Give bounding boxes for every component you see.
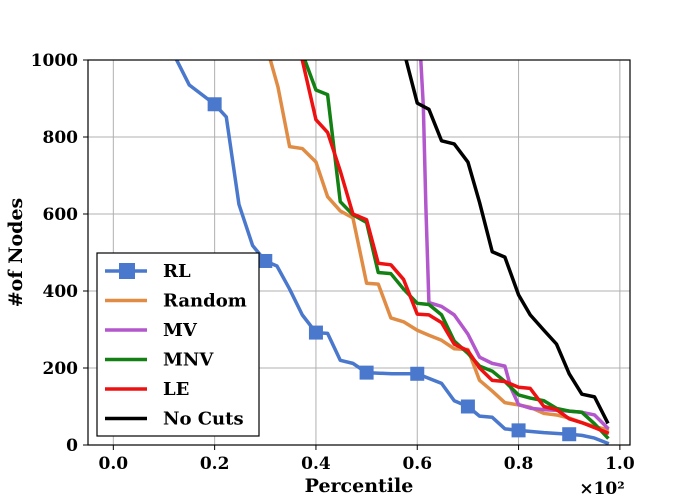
series-line-le — [300, 60, 610, 435]
legend-label-le: LE — [163, 379, 189, 400]
x-tick-label: 0.4 — [301, 454, 331, 474]
data-point-rl — [308, 325, 323, 340]
series-layer — [174, 60, 610, 445]
x-tick-label: 1.0 — [605, 454, 635, 474]
series-line-mnv — [302, 60, 610, 440]
x-tick-label: 0.8 — [504, 454, 534, 474]
plot-area — [174, 60, 610, 445]
legend-marker-rl — [119, 263, 135, 279]
x-axis-ticks: 0.0 0.2 0.4 0.6 0.8 1.0 — [99, 445, 635, 474]
data-point-rl — [207, 97, 222, 112]
data-point-rl — [359, 365, 374, 380]
legend-label-mnv: MNV — [163, 350, 214, 371]
y-tick-label: 400 — [43, 282, 79, 302]
legend-label-random: Random — [163, 291, 247, 312]
plot-frame — [87, 59, 631, 446]
data-point-rl — [511, 423, 526, 438]
series-line-random — [268, 60, 610, 432]
data-point-rl — [562, 427, 577, 442]
y-axis-label: #of Nodes — [5, 198, 27, 308]
data-point-rl — [460, 399, 475, 414]
legend: RL Random MV MNV LE No Cuts — [96, 252, 260, 437]
x-axis-label: Percentile — [305, 475, 414, 497]
series-line-no-cuts — [404, 60, 610, 425]
legend-label-mv: MV — [163, 320, 198, 341]
data-point-rl — [410, 366, 425, 381]
data-point-rl — [258, 253, 273, 268]
x-tick-label: 0.0 — [99, 454, 129, 474]
x-tick-label: 0.6 — [402, 454, 432, 474]
legend-label-no-cuts: No Cuts — [163, 409, 244, 430]
y-tick-label: 1000 — [31, 51, 78, 71]
x-tick-label: 0.2 — [200, 454, 230, 474]
y-tick-label: 800 — [43, 128, 79, 148]
y-tick-label: 200 — [43, 359, 79, 379]
x-axis-offset-label: ×10² — [579, 479, 624, 499]
legend-label-rl: RL — [163, 261, 191, 282]
y-tick-label: 600 — [43, 205, 79, 225]
y-axis-ticks: 0 200 400 600 800 1000 — [31, 51, 88, 456]
series-line-mv — [419, 60, 610, 431]
y-tick-label: 0 — [66, 436, 78, 456]
legend-box — [96, 252, 260, 437]
